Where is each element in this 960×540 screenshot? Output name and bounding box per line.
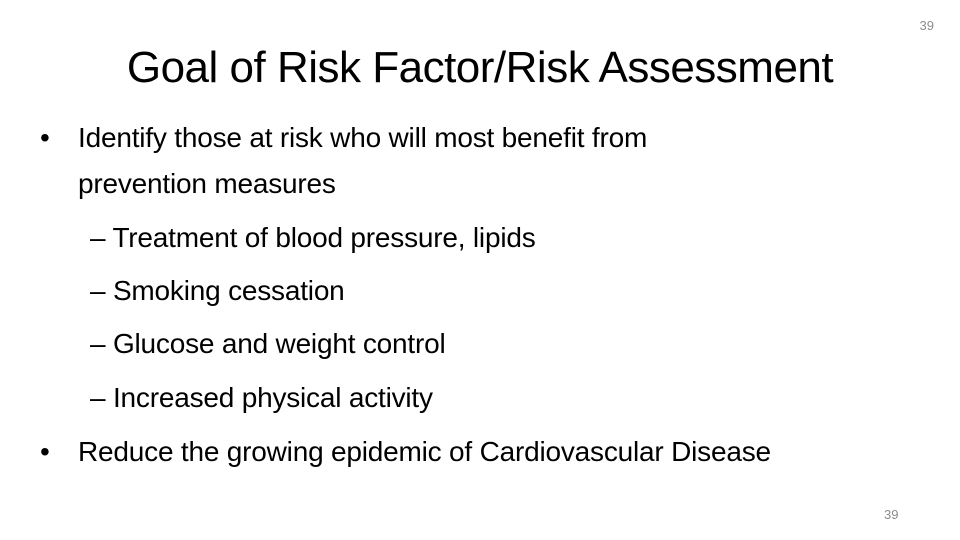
sub-bullet: – Increased physical activity	[90, 382, 433, 413]
bullet-marker: •	[40, 436, 50, 467]
slide-number-bottom: 39	[884, 507, 899, 522]
slide-number-top: 39	[919, 18, 934, 33]
bullet-marker: •	[40, 122, 50, 153]
bullet-text-continued: prevention measures	[78, 168, 336, 199]
bullet-text: Reduce the growing epidemic of Cardiovas…	[78, 436, 771, 467]
sub-bullet: – Smoking cessation	[90, 275, 345, 306]
bullet-text: Identify those at risk who will most ben…	[78, 122, 648, 153]
sub-bullet: – Glucose and weight control	[90, 328, 446, 359]
slide-title: Goal of Risk Factor/Risk Assessment	[126, 43, 834, 92]
sub-bullet: – Treatment of blood pressure, lipids	[90, 222, 536, 253]
